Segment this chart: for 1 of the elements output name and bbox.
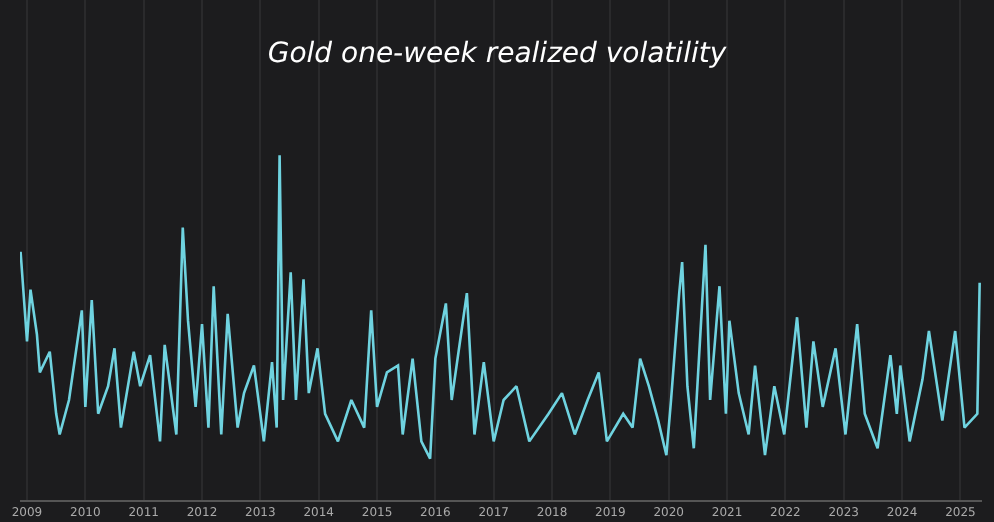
chart-title: Gold one-week realized volatility (267, 38, 728, 70)
